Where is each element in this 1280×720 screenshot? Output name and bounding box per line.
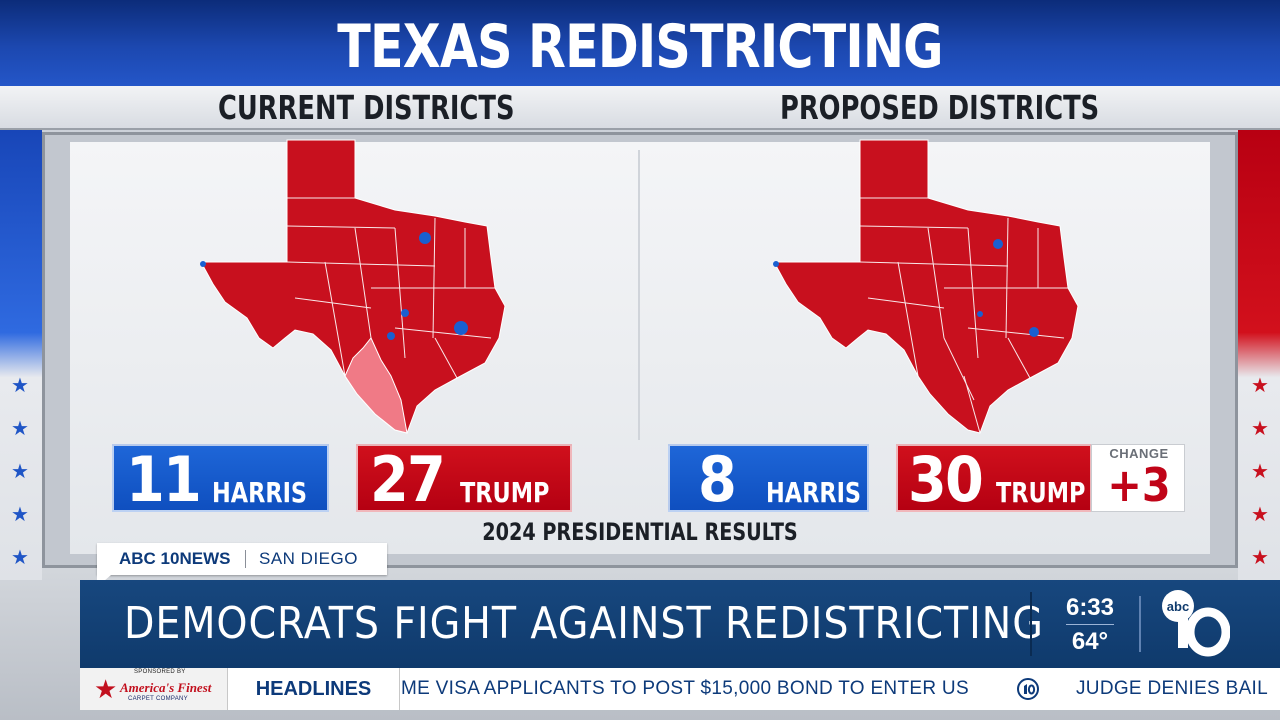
star-icon: ★ (11, 418, 29, 440)
star-icon: ★ (1251, 418, 1269, 440)
san-antonio-blue-district (387, 332, 395, 340)
title-band (0, 0, 1280, 86)
headline-divider (1030, 592, 1032, 656)
bug-separator (245, 550, 246, 568)
proposed-districts-map (773, 139, 1079, 434)
star-icon: ★ (11, 461, 29, 483)
district-lines (859, 197, 1068, 434)
change-box: CHANGE +3 (1091, 444, 1185, 512)
station-bug: ABC 10NEWS SAN DIEGO (97, 543, 387, 575)
proposed-harris-label: HARRIS (766, 476, 862, 509)
subtitle-band (0, 86, 1280, 130)
star-icon: ★ (1251, 461, 1269, 483)
current-harris-box: 11 HARRIS (112, 443, 329, 516)
current-trump-label: TRUMP (460, 476, 550, 509)
sponsor-caption: SPONSORED BY (134, 669, 186, 675)
ticker-scroll: ME VISA APPLICANTS TO POST $15,000 BOND … (401, 668, 1280, 710)
clock: 6:33 (1065, 594, 1115, 621)
proposed-harris-box: 8 HARRIS (668, 443, 869, 516)
station-name: ABC 10NEWS (119, 549, 231, 568)
panel-divider (638, 150, 640, 440)
current-harris-label: HARRIS (212, 476, 308, 509)
current-harris-count: 11 (126, 443, 202, 516)
ticker-label: HEADLINES (228, 668, 400, 710)
dallas-blue-district (419, 232, 431, 244)
star-icon: ★ (1251, 504, 1269, 526)
texas-state-shape (773, 139, 1079, 434)
current-trump-box: 27 TRUMP (356, 443, 572, 516)
district-lines (286, 197, 495, 379)
change-label: CHANGE (1109, 446, 1169, 461)
headline-text: DEMOCRATS FIGHT AGAINST REDISTRICTING (124, 598, 1044, 649)
dallas-blue-district (993, 239, 1003, 249)
abc10-small-logo-icon (1017, 678, 1039, 700)
ticker-item: JUDGE DENIES BAIL (1076, 678, 1268, 699)
sponsor-name: America's Finest (120, 680, 212, 695)
star-icon: ★ (11, 375, 29, 397)
proposed-trump-box: 30 TRUMP (896, 443, 1092, 516)
left-blue-column (0, 130, 42, 580)
temperature: 64° (1071, 628, 1109, 655)
proposed-trump-label: TRUMP (996, 476, 1086, 509)
station-city: SAN DIEGO (259, 549, 358, 568)
proposed-trump-count: 30 (908, 443, 984, 516)
star-icon: ★ (11, 547, 29, 569)
el-paso-blue-district (200, 261, 206, 267)
austin-blue-district (401, 309, 409, 317)
right-red-column (1238, 130, 1280, 580)
change-value: +3 (1107, 458, 1171, 512)
ticker-item: ME VISA APPLICANTS TO POST $15,000 BOND … (401, 678, 969, 699)
proposed-harris-count: 8 (698, 443, 737, 516)
results-footnote: 2024 PRESIDENTIAL RESULTS (482, 518, 798, 546)
clock-divider (1066, 624, 1114, 625)
el-paso-blue-district (773, 261, 779, 267)
proposed-districts-label: PROPOSED DISTRICTS (780, 88, 1100, 127)
south-texas-districts (344, 337, 408, 434)
sponsor-star-icon: ★ (94, 674, 118, 704)
current-trump-count: 27 (370, 443, 446, 516)
houston-blue-district (1029, 327, 1039, 337)
sponsor-subtitle: CARPET COMPANY (128, 696, 188, 702)
logo-divider (1139, 596, 1141, 652)
star-icon: ★ (1251, 547, 1269, 569)
sponsor-block: ★ SPONSORED BY America's Finest CARPET C… (80, 668, 228, 710)
logo-network: abc (1167, 599, 1189, 614)
austin-blue-district (977, 311, 983, 317)
star-icon: ★ (11, 504, 29, 526)
abc10-logo-icon: abc (1162, 590, 1230, 657)
houston-blue-district (454, 321, 468, 335)
texas-state-shape (200, 139, 506, 434)
current-districts-label: CURRENT DISTRICTS (218, 88, 515, 127)
current-districts-map (200, 139, 506, 434)
ticker-bar (80, 668, 1280, 710)
graphic-title: TEXAS REDISTRICTING (337, 12, 943, 82)
star-icon: ★ (1251, 375, 1269, 397)
